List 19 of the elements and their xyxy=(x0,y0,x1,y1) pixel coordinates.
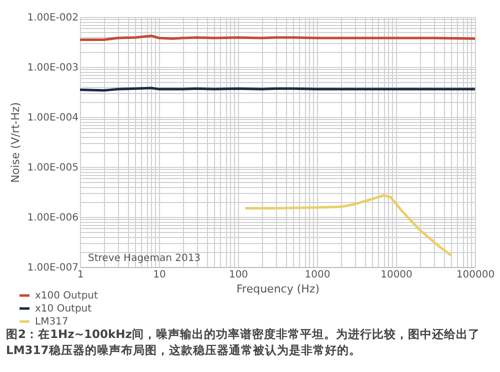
annotation: Streve Hageman 2013 xyxy=(88,253,201,264)
x-tick-label: 10 xyxy=(153,270,166,280)
legend-label: x100 Output xyxy=(35,290,98,302)
x-tick-label: 100000 xyxy=(456,270,495,280)
x-tick-label: 10000 xyxy=(380,270,412,280)
caption: 图2：在1Hz~100kHz间，噪声输出的功率谱密度非常平坦。为进行比较，图中还给出了LM317稳压器的噪声布局图，这款稳压器通常被认为是非常好的。 xyxy=(6,326,481,358)
x-tick-label: 1 xyxy=(77,270,84,280)
x-tick-label: 1000 xyxy=(304,270,330,280)
x-tick-label: 100 xyxy=(228,270,248,280)
y-tick-label: 1.00E-007 xyxy=(27,262,78,274)
y-tick-label: 1.00E-003 xyxy=(27,62,78,74)
legend-label: x10 Output xyxy=(35,304,92,314)
legend-label: LM317 xyxy=(35,316,68,328)
y-tick-label: 1.00E-006 xyxy=(27,212,78,224)
x-axis-title: Frequency (Hz) xyxy=(236,282,320,296)
y-axis-title: Noise (V/rt-Hz) xyxy=(9,102,22,183)
y-tick-label: 1.00E-004 xyxy=(27,112,78,124)
y-tick-label: 1.00E-005 xyxy=(27,162,78,174)
y-tick-label: 1.00E-002 xyxy=(27,12,78,24)
